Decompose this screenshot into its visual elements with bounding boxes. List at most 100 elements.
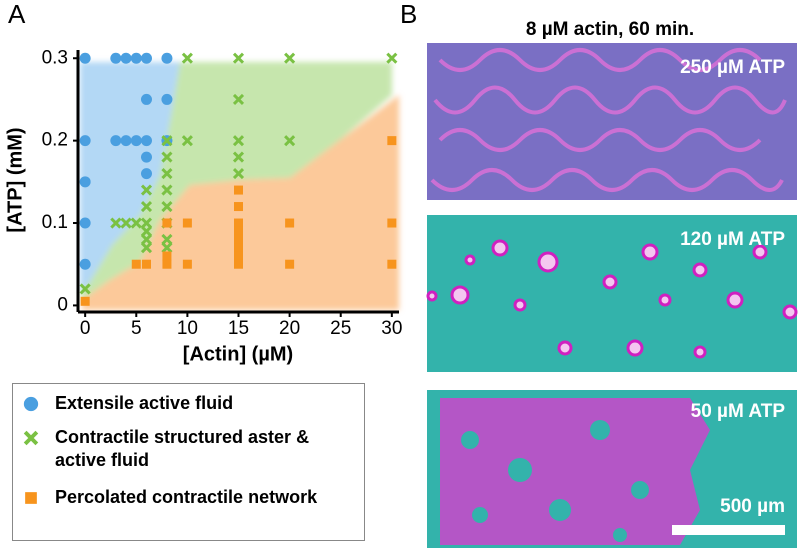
point — [120, 217, 132, 229]
point — [232, 135, 245, 147]
network — [440, 398, 710, 545]
image-label: 250 µM ATP — [680, 57, 785, 78]
legend-label: Contractile structured aster & active fl… — [55, 427, 310, 470]
point — [110, 217, 122, 229]
point — [140, 135, 152, 147]
point — [140, 200, 153, 213]
legend-entry: Contractile structured aster & active fl… — [21, 426, 345, 472]
x-tick-label: 10 — [177, 318, 198, 339]
point — [130, 52, 142, 64]
x-tick-label: 0 — [80, 318, 91, 339]
network-holes — [461, 420, 649, 542]
point — [80, 296, 90, 306]
point — [232, 93, 245, 105]
point — [131, 259, 141, 269]
legend-entry: Extensile active fluid — [21, 392, 345, 415]
point — [232, 151, 245, 163]
point — [141, 259, 151, 269]
scale-bar — [672, 525, 785, 535]
point — [140, 93, 152, 105]
point — [161, 233, 173, 246]
point — [79, 283, 91, 295]
filaments — [430, 48, 787, 192]
image-label: 50 µM ATP — [691, 401, 786, 422]
panel-label: A — [8, 0, 26, 29]
point — [140, 225, 153, 237]
point — [120, 52, 132, 64]
point — [234, 218, 243, 228]
image-title: 8 µM actin, 60 min. — [526, 19, 694, 40]
point — [130, 217, 142, 229]
point — [284, 52, 296, 64]
point — [79, 217, 91, 229]
point — [232, 52, 245, 64]
point — [234, 234, 243, 244]
point — [161, 184, 173, 196]
y-tick-label: 0.3 — [42, 47, 68, 68]
y-tick-label: 0 — [57, 294, 68, 315]
point — [110, 52, 122, 64]
y-tick-label: 0.2 — [42, 130, 68, 151]
point — [79, 52, 91, 64]
y-axis-label: [ATP] (mM) — [4, 127, 26, 232]
x-tick-label: 30 — [381, 318, 402, 339]
scale-bar-label: 500 µm — [720, 496, 785, 517]
point — [161, 151, 173, 163]
point — [234, 251, 243, 261]
x-tick-label: 20 — [279, 318, 300, 339]
point — [140, 52, 152, 64]
point — [23, 430, 39, 446]
point — [234, 259, 243, 269]
point — [161, 52, 173, 64]
legend-icon — [25, 492, 37, 504]
point — [161, 242, 173, 254]
point — [162, 218, 172, 228]
point — [234, 185, 243, 195]
legend: Extensile active fluid Contractile struct… — [12, 383, 365, 541]
point — [182, 218, 192, 228]
point — [234, 226, 243, 236]
point — [161, 93, 173, 105]
point — [285, 218, 295, 228]
point — [140, 233, 153, 246]
point — [234, 243, 243, 253]
asters — [426, 239, 798, 359]
region-extensile — [80, 62, 180, 292]
point — [120, 135, 132, 147]
point — [161, 168, 173, 180]
point — [130, 135, 142, 147]
point — [140, 217, 153, 229]
point — [23, 396, 39, 412]
point — [284, 135, 296, 147]
region-contractile — [80, 62, 392, 300]
point — [232, 168, 245, 180]
point — [79, 176, 91, 188]
image-label: 120 µM ATP — [680, 229, 785, 250]
panel-label: B — [400, 0, 417, 29]
point — [181, 135, 193, 147]
point — [181, 52, 193, 64]
point — [162, 251, 172, 261]
point — [182, 259, 192, 269]
point — [79, 135, 91, 147]
point — [161, 200, 173, 213]
point — [140, 242, 153, 254]
point — [110, 135, 122, 147]
point — [162, 259, 172, 269]
x-tick-label: 25 — [330, 318, 351, 339]
x-tick-label: 15 — [228, 318, 249, 339]
point — [387, 136, 397, 146]
point — [387, 259, 397, 269]
point — [140, 151, 152, 163]
micrographs — [426, 43, 798, 548]
point — [285, 259, 295, 269]
point — [386, 52, 398, 64]
point — [387, 218, 397, 228]
legend-label: Extensile active fluid — [55, 393, 234, 413]
point — [25, 492, 37, 504]
point — [140, 168, 152, 180]
legend-icon — [23, 396, 39, 412]
point — [161, 135, 173, 147]
